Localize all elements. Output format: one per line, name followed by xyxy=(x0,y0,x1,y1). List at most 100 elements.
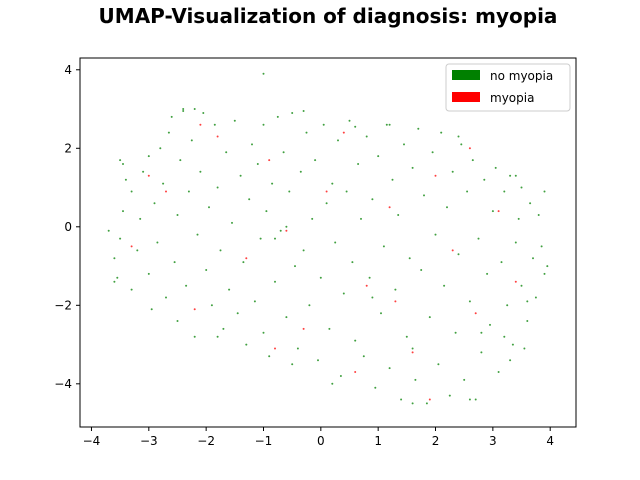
point-myopia xyxy=(354,371,357,373)
point-no-myopia xyxy=(187,190,190,193)
point-myopia xyxy=(274,347,276,350)
point-no-myopia xyxy=(311,217,314,220)
point-no-myopia xyxy=(113,257,116,260)
point-no-myopia xyxy=(443,284,446,287)
point-no-myopia xyxy=(216,335,219,338)
point-no-myopia xyxy=(509,359,512,362)
point-no-myopia xyxy=(397,214,400,216)
x-tick-label: 3 xyxy=(489,434,497,448)
point-no-myopia xyxy=(420,269,423,271)
point-no-myopia xyxy=(454,331,457,334)
point-no-myopia xyxy=(480,351,483,354)
point-no-myopia xyxy=(296,347,299,350)
point-no-myopia xyxy=(196,233,199,236)
point-no-myopia xyxy=(448,394,451,397)
point-myopia xyxy=(497,210,500,213)
point-no-myopia xyxy=(265,210,268,213)
y-axis: −4 −2 0 2 4 xyxy=(54,63,80,391)
point-no-myopia xyxy=(331,182,334,185)
point-no-myopia xyxy=(165,296,167,299)
point-no-myopia xyxy=(122,210,124,213)
scatter-points xyxy=(107,72,549,405)
point-no-myopia xyxy=(322,123,325,126)
point-no-myopia xyxy=(248,198,251,201)
point-no-myopia xyxy=(468,398,471,401)
point-no-myopia xyxy=(182,110,185,112)
point-no-myopia xyxy=(285,225,288,228)
point-no-myopia xyxy=(526,300,529,303)
point-no-myopia xyxy=(348,119,351,122)
point-no-myopia xyxy=(130,190,133,193)
point-no-myopia xyxy=(176,214,179,216)
point-no-myopia xyxy=(520,186,523,189)
point-no-myopia xyxy=(514,174,517,177)
point-no-myopia xyxy=(414,378,417,381)
point-no-myopia xyxy=(425,402,428,405)
point-no-myopia xyxy=(130,288,133,291)
point-no-myopia xyxy=(308,304,311,307)
point-no-myopia xyxy=(314,159,317,162)
x-tick-label: 4 xyxy=(546,434,554,448)
point-no-myopia xyxy=(231,221,233,224)
point-no-myopia xyxy=(374,386,377,389)
point-no-myopia xyxy=(210,304,213,307)
point-no-myopia xyxy=(411,347,414,350)
point-no-myopia xyxy=(331,382,334,385)
point-no-myopia xyxy=(251,143,253,146)
point-no-myopia xyxy=(233,119,236,122)
point-myopia xyxy=(388,206,391,209)
point-no-myopia xyxy=(354,339,357,342)
point-no-myopia xyxy=(276,115,279,118)
point-no-myopia xyxy=(423,194,425,197)
point-no-myopia xyxy=(294,265,296,268)
point-no-myopia xyxy=(236,312,239,315)
point-no-myopia xyxy=(489,323,491,326)
x-tick-label: −3 xyxy=(140,434,158,448)
point-no-myopia xyxy=(483,178,486,181)
point-no-myopia xyxy=(428,316,431,319)
point-no-myopia xyxy=(179,159,182,162)
point-no-myopia xyxy=(532,257,534,260)
point-no-myopia xyxy=(202,112,205,114)
point-no-myopia xyxy=(437,363,440,366)
point-myopia xyxy=(285,229,288,232)
point-no-myopia xyxy=(190,139,193,142)
point-no-myopia xyxy=(503,335,506,338)
point-no-myopia xyxy=(173,261,176,264)
point-no-myopia xyxy=(371,296,374,299)
point-myopia xyxy=(428,398,431,401)
legend-swatch-myopia xyxy=(452,92,480,102)
point-no-myopia xyxy=(466,190,469,193)
point-no-myopia xyxy=(491,210,494,213)
point-myopia xyxy=(165,190,167,193)
point-no-myopia xyxy=(122,163,124,165)
point-no-myopia xyxy=(506,304,509,307)
point-myopia xyxy=(411,351,414,354)
point-no-myopia xyxy=(403,143,405,146)
point-no-myopia xyxy=(305,131,308,134)
point-no-myopia xyxy=(540,245,543,248)
chart-title: UMAP-Visualization of diagnosis: myopia xyxy=(99,4,558,28)
y-tick-label: −2 xyxy=(54,298,72,312)
point-myopia xyxy=(342,131,345,134)
legend-label-no-myopia: no myopia xyxy=(490,69,553,83)
point-no-myopia xyxy=(176,320,179,322)
point-myopia xyxy=(474,312,477,315)
point-no-myopia xyxy=(362,355,365,358)
point-no-myopia xyxy=(382,245,385,248)
point-no-myopia xyxy=(153,202,156,205)
point-no-myopia xyxy=(242,261,245,264)
point-no-myopia xyxy=(291,112,294,114)
point-no-myopia xyxy=(408,257,411,260)
x-tick-label: 2 xyxy=(432,434,440,448)
point-no-myopia xyxy=(170,115,173,118)
point-no-myopia xyxy=(400,398,403,401)
point-no-myopia xyxy=(291,363,294,366)
point-no-myopia xyxy=(334,241,337,244)
point-no-myopia xyxy=(411,166,414,169)
point-no-myopia xyxy=(486,272,489,275)
point-no-myopia xyxy=(509,174,512,177)
point-myopia xyxy=(193,308,196,311)
y-tick-label: 0 xyxy=(64,220,72,234)
point-no-myopia xyxy=(159,147,162,150)
